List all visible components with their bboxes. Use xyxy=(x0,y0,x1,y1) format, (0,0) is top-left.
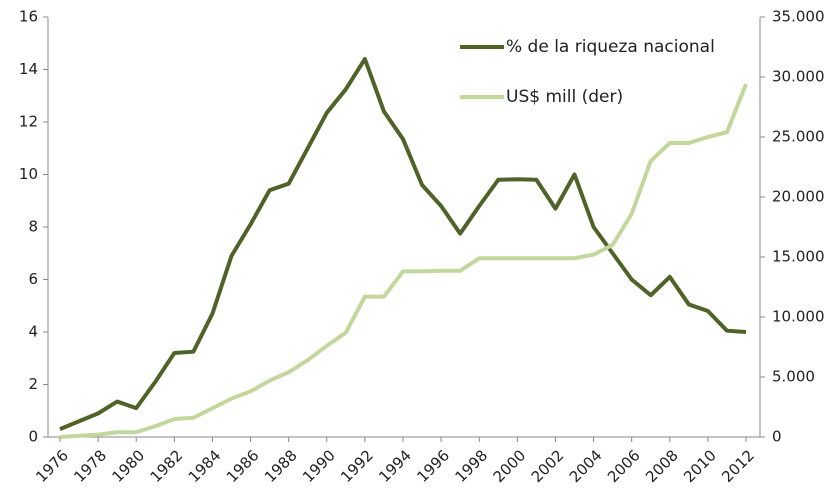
x-tick-label: 1990 xyxy=(299,446,339,486)
x-tick-label: 1992 xyxy=(337,446,377,486)
series-line xyxy=(59,57,747,431)
y2-tick-label: 10.000 xyxy=(772,308,825,326)
x-tick-label: 2008 xyxy=(642,446,682,486)
y2-tick-label: 25.000 xyxy=(772,128,825,146)
x-tick-label: 1996 xyxy=(413,446,453,486)
x-tick-label: 2012 xyxy=(718,446,758,486)
y2-tick-label: 20.000 xyxy=(772,188,825,206)
y2-tick-label: 35.000 xyxy=(772,8,825,26)
x-tick-label: 1978 xyxy=(70,446,110,486)
y-tick-label: 2 xyxy=(28,375,38,393)
x-tick-label: 1984 xyxy=(185,446,225,486)
y-tick-label: 8 xyxy=(28,218,38,236)
x-tick-label: 2006 xyxy=(604,446,644,486)
x-tick-label: 2002 xyxy=(528,446,568,486)
x-tick-label: 1998 xyxy=(452,446,492,486)
x-tick-label: 1986 xyxy=(223,446,263,486)
y2-tick-label: 0 xyxy=(772,428,782,446)
x-tick-label: 1988 xyxy=(261,446,301,486)
legend-label: % de la riqueza nacional xyxy=(506,37,715,57)
x-tick-label: 1982 xyxy=(147,446,187,486)
y-tick-label: 6 xyxy=(28,270,38,288)
y-tick-label: 12 xyxy=(19,113,38,131)
x-tick-label: 2004 xyxy=(566,446,606,486)
y-tick-label: 0 xyxy=(28,428,38,446)
x-tick-label: 1980 xyxy=(109,446,149,486)
y-tick-label: 10 xyxy=(19,165,38,183)
series-line xyxy=(59,83,748,439)
x-tick-label: 2000 xyxy=(490,446,530,486)
x-tick-label: 1976 xyxy=(32,446,72,486)
y-tick-label: 4 xyxy=(28,323,38,341)
y2-tick-label: 30.000 xyxy=(772,68,825,86)
x-tick-label: 2010 xyxy=(680,446,720,486)
y2-tick-label: 5.000 xyxy=(772,368,815,386)
y-tick-label: 16 xyxy=(19,8,38,26)
y-tick-label: 14 xyxy=(19,60,38,78)
y2-tick-label: 15.000 xyxy=(772,248,825,266)
x-tick-label: 1994 xyxy=(375,446,415,486)
legend-label: US$ mill (der) xyxy=(506,87,623,107)
